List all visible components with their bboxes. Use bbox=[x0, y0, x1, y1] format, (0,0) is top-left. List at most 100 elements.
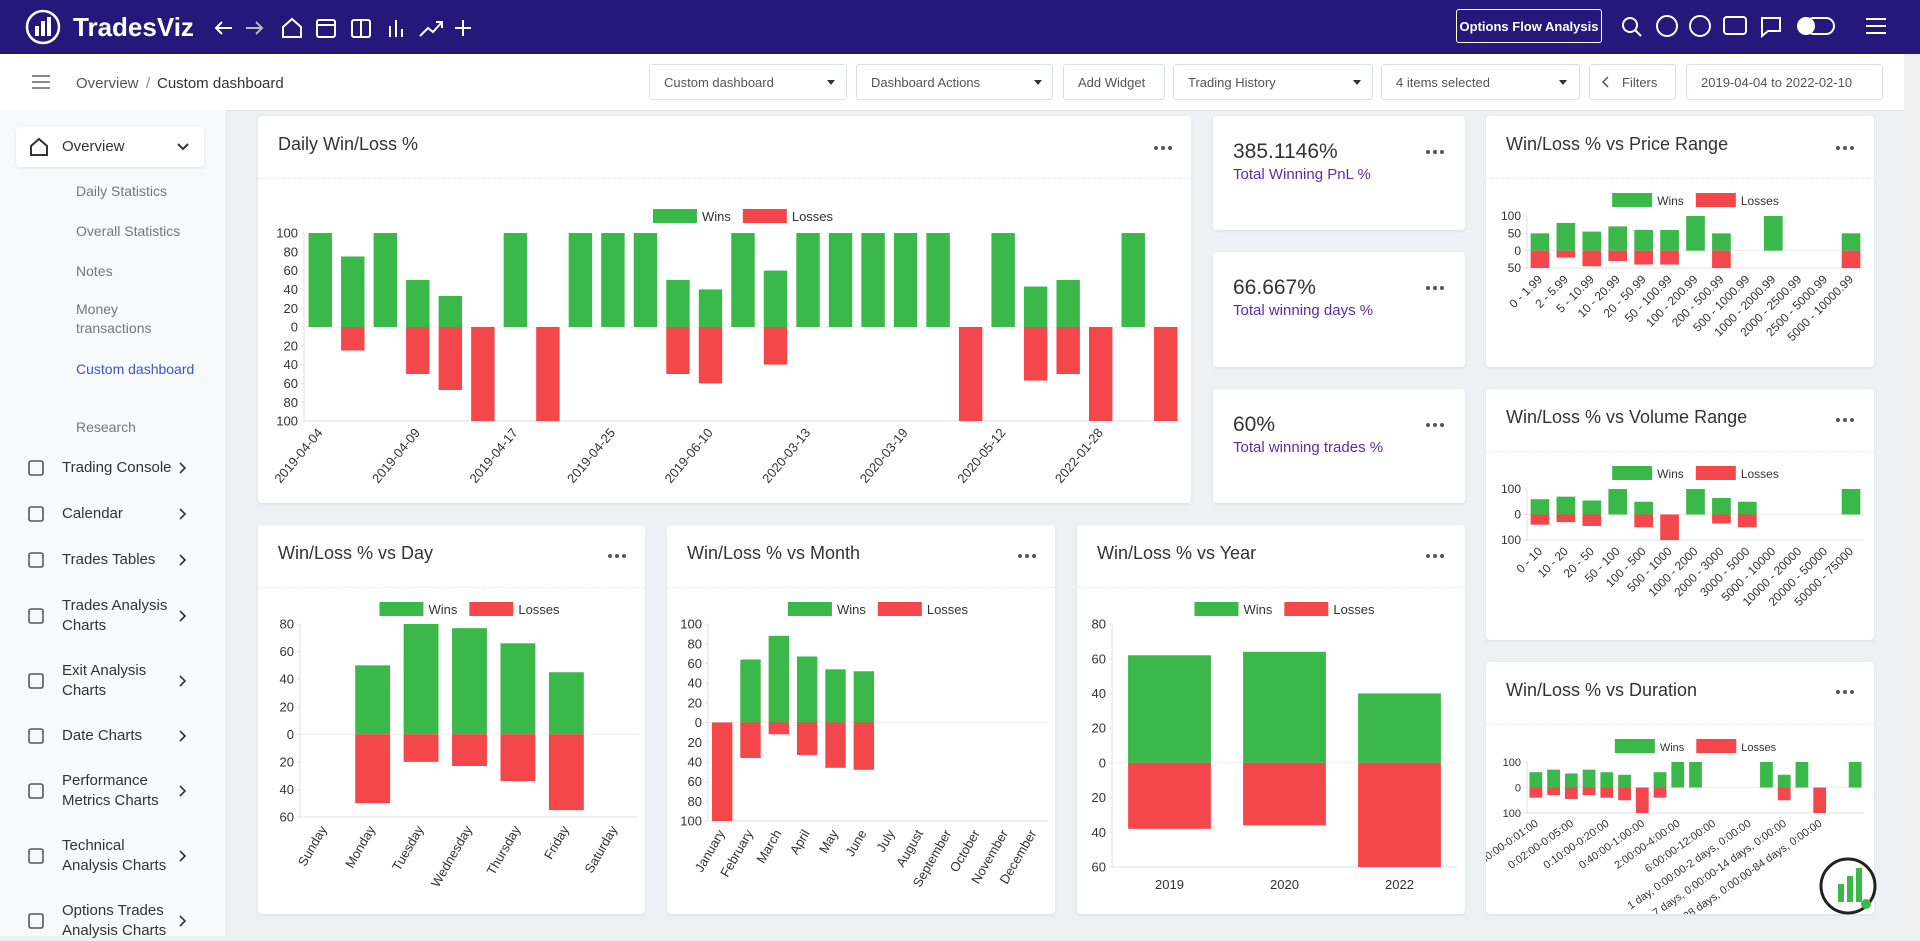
bar bbox=[958, 327, 983, 421]
section-icons bbox=[28, 848, 187, 864]
brand[interactable]: TradesViz bbox=[73, 12, 194, 42]
kpi-label: Total winning days % bbox=[1233, 302, 1374, 319]
dashboard-select[interactable]: Custom dashboard bbox=[649, 64, 847, 100]
legend-label: Wins bbox=[837, 602, 866, 617]
chat-widget[interactable] bbox=[1818, 856, 1878, 916]
y-tick-label: 0 bbox=[1514, 508, 1521, 522]
x-tick-label: 2019-04-09 bbox=[369, 425, 423, 486]
bar bbox=[1634, 501, 1653, 515]
legend-label: Wins bbox=[1657, 194, 1684, 208]
y-tick-label: 40 bbox=[1092, 825, 1106, 840]
sidebar-section[interactable]: Performance Metrics Charts bbox=[62, 772, 159, 809]
widget-menu[interactable] bbox=[1423, 552, 1447, 560]
bar bbox=[536, 327, 560, 421]
widget-menu[interactable] bbox=[1833, 416, 1857, 424]
bar bbox=[1738, 501, 1757, 515]
bar bbox=[1608, 250, 1628, 262]
bar bbox=[1582, 231, 1602, 251]
kpi-card: 385.1146% Total Winning PnL % bbox=[1213, 116, 1465, 230]
bar bbox=[1529, 772, 1543, 788]
widget-menu[interactable] bbox=[1151, 144, 1175, 152]
widget: Daily Win/Loss % 100 80 60 40 20 0 20 40 60 80 100… bbox=[258, 116, 1191, 503]
y-tick-label: 80 bbox=[284, 244, 298, 259]
sidebar-section[interactable]: Date Charts bbox=[62, 727, 143, 744]
kpi-card: 60% Total winning trades % bbox=[1213, 389, 1465, 503]
x-tick-label: 2019-04-17 bbox=[466, 425, 520, 486]
sidebar-subitem[interactable]: Custom dashboard bbox=[76, 361, 195, 377]
x-tick-label: July bbox=[873, 827, 898, 855]
sidebar-subitem[interactable]: Money transactions bbox=[76, 301, 152, 336]
bar bbox=[500, 734, 536, 782]
header-icons[interactable] bbox=[1618, 12, 1918, 42]
widget-menu[interactable] bbox=[1833, 688, 1857, 696]
overview-label[interactable]: Overview bbox=[62, 138, 125, 155]
sidebar-subitem[interactable]: Daily Statistics bbox=[76, 183, 168, 199]
breadcrumb[interactable]: Overview bbox=[76, 75, 139, 92]
sidebar-section[interactable]: Technical Analysis Charts bbox=[62, 837, 167, 874]
sidebar-section[interactable]: Trading Console bbox=[62, 459, 172, 476]
scrollbar[interactable] bbox=[1904, 54, 1920, 936]
bar bbox=[1358, 762, 1441, 867]
y-tick-label: 20 bbox=[280, 754, 294, 769]
bar bbox=[1686, 489, 1705, 515]
widget-title: Win/Loss % vs Volume Range bbox=[1506, 407, 1748, 427]
section-icons bbox=[28, 552, 187, 568]
divider bbox=[1486, 451, 1874, 452]
sidebar-section[interactable]: Trades Tables bbox=[62, 551, 156, 568]
bar bbox=[503, 233, 528, 327]
options-flow-button[interactable]: Options Flow Analysis bbox=[1456, 9, 1602, 43]
bar bbox=[341, 256, 365, 327]
kpi-value: 385.1146% bbox=[1233, 140, 1338, 163]
sidebar-section[interactable]: Calendar bbox=[62, 505, 123, 522]
widget-menu[interactable] bbox=[1423, 148, 1447, 156]
widget-menu[interactable] bbox=[1423, 284, 1447, 292]
y-tick-label: 100 bbox=[1503, 808, 1521, 820]
y-tick-label: 100 bbox=[680, 617, 702, 632]
add-widget[interactable]: Add Widget bbox=[1063, 64, 1165, 100]
date-range[interactable]: 2019-04-04 to 2022-02-10 bbox=[1686, 64, 1883, 100]
overview-icons bbox=[30, 137, 189, 156]
bar bbox=[1841, 233, 1861, 251]
sidebar-subitem[interactable]: Overall Statistics bbox=[76, 223, 181, 239]
bar bbox=[341, 327, 365, 351]
bar bbox=[1128, 762, 1211, 829]
sidebar-section[interactable]: Trades Analysis Charts bbox=[62, 597, 168, 634]
history-select[interactable]: Trading History bbox=[1173, 64, 1373, 100]
legend-swatch bbox=[742, 209, 787, 223]
bar bbox=[1582, 769, 1596, 788]
bar bbox=[406, 327, 430, 374]
bar bbox=[1760, 762, 1773, 788]
bar bbox=[731, 233, 755, 327]
legend-swatch bbox=[1612, 466, 1653, 480]
bar bbox=[1712, 250, 1731, 268]
breadcrumb: Custom dashboard bbox=[157, 75, 284, 92]
bar bbox=[568, 233, 593, 327]
breadcrumb-separator: / bbox=[146, 75, 151, 92]
menu-icon[interactable] bbox=[30, 72, 52, 92]
widget-menu[interactable] bbox=[1423, 421, 1447, 429]
legend-swatch bbox=[469, 602, 514, 616]
widget: Win/Loss % vs Price Range 100 50 0 50 0 - 1.… bbox=[1486, 116, 1874, 367]
section-icons bbox=[28, 913, 187, 929]
dashboard-actions[interactable]: Dashboard Actions bbox=[856, 64, 1053, 100]
sidebar-section[interactable]: Options Trades Analysis Charts bbox=[62, 902, 167, 939]
widget-menu[interactable] bbox=[1015, 552, 1039, 560]
bar bbox=[1608, 489, 1628, 515]
bar bbox=[1738, 514, 1757, 528]
bar bbox=[1529, 787, 1543, 798]
items-select[interactable]: 4 items selected bbox=[1381, 64, 1580, 100]
widget-menu[interactable] bbox=[605, 552, 629, 560]
bar bbox=[1023, 327, 1048, 381]
sidebar-section[interactable]: Exit Analysis Charts bbox=[62, 662, 147, 699]
sidebar-subitem[interactable]: Notes bbox=[76, 263, 113, 279]
kpi-card: 66.667% Total winning days % bbox=[1213, 252, 1465, 367]
sidebar-subitem[interactable]: Research bbox=[76, 419, 136, 435]
divider bbox=[258, 587, 645, 588]
widget-title: Win/Loss % vs Month bbox=[687, 543, 861, 563]
widget-menu[interactable] bbox=[1833, 144, 1857, 152]
nav-icons[interactable] bbox=[210, 14, 480, 42]
x-tick-label: Tuesday bbox=[389, 823, 427, 874]
y-tick-label: 80 bbox=[280, 617, 294, 632]
x-tick-label: Friday bbox=[541, 823, 572, 862]
